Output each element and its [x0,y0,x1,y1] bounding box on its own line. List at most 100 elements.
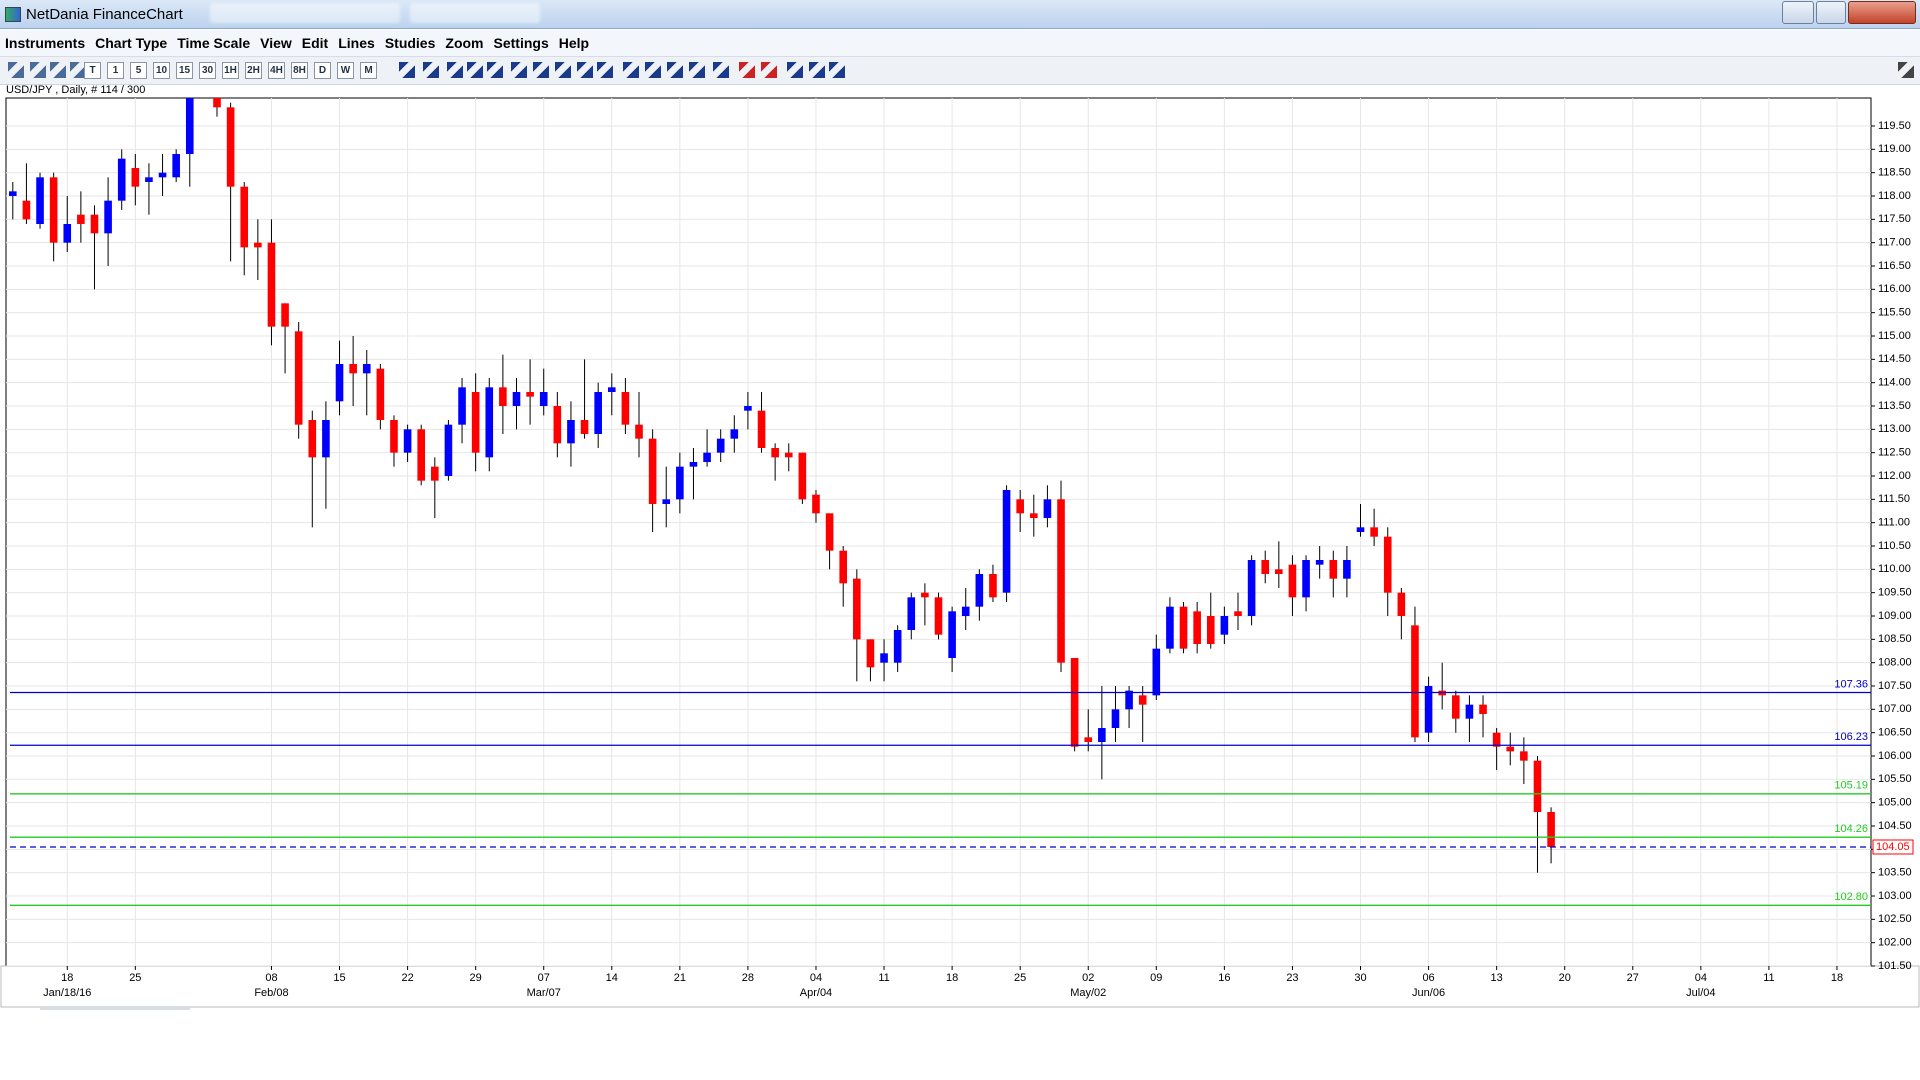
timescale-button[interactable]: T [84,62,101,79]
candle-body [1520,751,1528,761]
menu-item[interactable]: Instruments [5,35,86,51]
toolbar-icon[interactable] [809,62,825,78]
blurred-tab[interactable] [410,3,540,23]
timescale-button[interactable]: 8H [291,62,308,79]
maximize-button[interactable] [1816,1,1846,24]
y-tick-label: 105.00 [1878,797,1912,809]
toolbar-icon[interactable] [487,62,503,78]
x-tick-label: 18 [946,972,958,984]
candle-body [539,392,548,406]
toolbar-icon[interactable] [447,62,463,78]
candle-body [1234,611,1242,616]
candle-body [839,550,848,584]
toolbar-icon[interactable] [1898,62,1914,78]
candle-body [948,611,956,658]
y-tick-label: 108.00 [1878,657,1912,669]
toolbar-icon[interactable] [8,62,24,78]
toolbar-icon[interactable] [829,62,845,78]
y-tick-label: 115.50 [1878,307,1911,319]
candle-body [1383,536,1392,593]
candle-body [1084,737,1093,742]
close-button[interactable] [1848,1,1916,24]
candle-body [281,303,289,327]
menu-item[interactable]: View [260,35,292,51]
candle-body [934,597,943,635]
toolbar-icon[interactable] [399,62,415,78]
candle-body [1492,732,1501,747]
timescale-button[interactable]: 30 [199,62,216,79]
timescale-button[interactable]: D [314,62,331,79]
menu-item[interactable]: Studies [384,35,436,51]
toolbar-icon[interactable] [623,62,639,78]
candle-body [812,494,820,514]
y-tick-label: 103.00 [1878,890,1912,902]
timescale-button[interactable]: M [360,62,377,79]
candle-body [1111,709,1120,728]
toolbar-icon[interactable] [761,62,777,78]
candle-body [131,168,140,187]
toolbar: T 1 5 10 15 30 1H 2H 4H 8H D W M [0,57,1920,85]
toolbar-icon[interactable] [645,62,661,78]
candle-body [1275,569,1283,574]
y-tick-label: 110.00 [1878,563,1911,575]
candle-body [989,574,997,598]
toolbar-icon[interactable] [577,62,593,78]
y-tick-label: 107.50 [1878,680,1912,692]
toolbar-icon[interactable] [597,62,613,78]
candle-body [403,429,412,453]
timescale-button[interactable]: 5 [130,62,147,79]
y-tick-label: 116.00 [1878,283,1911,295]
timescale-button[interactable]: 10 [153,62,170,79]
menu-item[interactable]: Time Scale [177,35,251,51]
candle-body [335,364,344,402]
timescale-button[interactable]: 1 [107,62,124,79]
candle-body [322,420,330,458]
toolbar-icon[interactable] [467,62,483,78]
toolbar-icon[interactable] [70,62,86,78]
candle-body [1220,616,1229,635]
y-tick-label: 110.50 [1878,540,1911,552]
menu-item[interactable]: Help [558,35,590,51]
y-tick-label: 117.00 [1878,237,1911,249]
menu-item[interactable]: Settings [493,35,549,51]
toolbar-icon[interactable] [50,62,66,78]
candle-body [485,387,494,458]
candle-body [1098,728,1106,742]
toolbar-icon[interactable] [555,62,571,78]
toolbar-icon[interactable] [533,62,549,78]
toolbar-icon[interactable] [511,62,527,78]
toolbar-icon[interactable] [739,62,755,78]
toolbar-icon[interactable] [667,62,683,78]
minimize-button[interactable] [1782,1,1814,24]
chart-info: USD/JPY , Daily, # 114 / 300 [6,84,146,96]
menu-item[interactable]: Zoom [445,35,484,51]
scrollbar[interactable] [40,1006,190,1010]
candle-body [594,392,602,434]
timescale-button[interactable]: 15 [176,62,193,79]
x-tick-label: 04 [1695,972,1707,984]
x-tick-label: 22 [401,972,413,984]
timescale-button[interactable]: 2H [245,62,262,79]
toolbar-icon[interactable] [423,62,439,78]
y-tick-label: 116.50 [1878,260,1911,272]
timescale-button[interactable]: 4H [268,62,285,79]
x-period-label: Mar/07 [527,987,561,999]
x-tick-label: 09 [1150,972,1162,984]
blurred-tab[interactable] [210,3,400,23]
y-tick-label: 113.00 [1878,423,1911,435]
candle-body [1356,527,1365,532]
candle-body [458,387,466,425]
timescale-button[interactable]: W [337,62,354,79]
candle-body [63,224,72,243]
toolbar-icon[interactable] [787,62,803,78]
y-tick-label: 108.50 [1878,633,1912,645]
y-tick-label: 104.50 [1878,820,1912,832]
toolbar-icon[interactable] [30,62,46,78]
timescale-button[interactable]: 1H [222,62,239,79]
menu-item[interactable]: Chart Type [95,35,168,51]
toolbar-icon[interactable] [713,62,729,78]
menu-item[interactable]: Lines [338,35,375,51]
x-tick-label: 27 [1627,972,1639,984]
menu-item[interactable]: Edit [301,35,329,51]
toolbar-icon[interactable] [689,62,705,78]
